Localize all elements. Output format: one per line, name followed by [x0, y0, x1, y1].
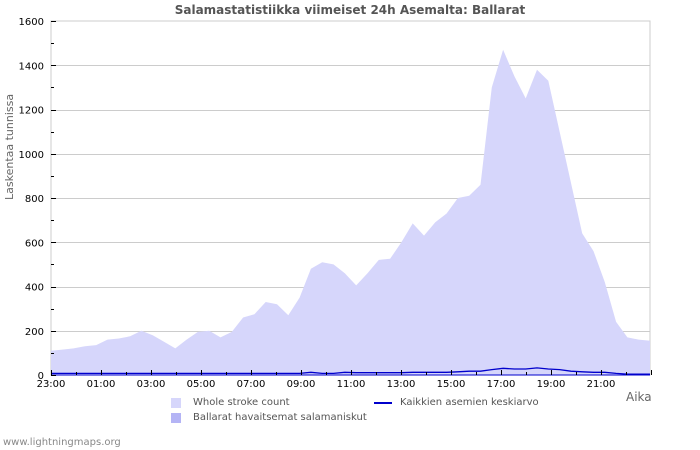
svg-text:09:00: 09:00: [287, 379, 316, 390]
svg-text:0: 0: [38, 371, 44, 382]
y-axis: 0 200 400 600 800 1000 1200 1400 1600: [19, 17, 56, 382]
svg-text:1400: 1400: [19, 61, 44, 72]
svg-text:200: 200: [25, 327, 44, 338]
svg-text:15:00: 15:00: [437, 379, 466, 390]
x-axis: 23:00 01:00 03:00 05:00 07:00 09:00 11:00 13:00…: [37, 370, 652, 390]
footer-link[interactable]: www.lightningmaps.org: [3, 437, 121, 448]
average-line: [51, 367, 650, 375]
svg-text:05:00: 05:00: [187, 379, 216, 390]
legend-whole-stroke: Whole stroke count: [171, 397, 290, 408]
legend-swatch-icon: [171, 397, 181, 408]
svg-text:11:00: 11:00: [337, 379, 366, 390]
svg-text:400: 400: [25, 283, 44, 294]
legend-label: Ballarat havaitsemat salamaniskut: [193, 412, 367, 423]
legend-line-icon: [374, 401, 392, 404]
legend-average: Kaikkien asemien keskiarvo: [374, 397, 539, 408]
legend-swatch-icon: [171, 412, 181, 423]
svg-text:23:00: 23:00: [37, 379, 66, 390]
svg-text:19:00: 19:00: [537, 379, 566, 390]
svg-text:1600: 1600: [19, 17, 44, 28]
svg-text:07:00: 07:00: [237, 379, 266, 390]
svg-text:600: 600: [25, 238, 44, 249]
svg-text:17:00: 17:00: [487, 379, 516, 390]
svg-text:1200: 1200: [19, 106, 44, 117]
whole-stroke-area: [51, 49, 650, 376]
svg-text:13:00: 13:00: [387, 379, 416, 390]
legend-station-strokes: Ballarat havaitsemat salamaniskut: [171, 412, 367, 423]
legend-label: Kaikkien asemien keskiarvo: [400, 397, 539, 408]
legend-label: Whole stroke count: [193, 397, 290, 408]
svg-text:21:00: 21:00: [587, 379, 616, 390]
svg-text:800: 800: [25, 194, 44, 205]
svg-text:01:00: 01:00: [87, 379, 116, 390]
svg-text:03:00: 03:00: [137, 379, 166, 390]
svg-text:1000: 1000: [19, 150, 44, 161]
x-axis-label: Aika: [626, 390, 652, 404]
chart-title: Salamastatistiikka viimeiset 24h Asemalt…: [174, 3, 526, 17]
